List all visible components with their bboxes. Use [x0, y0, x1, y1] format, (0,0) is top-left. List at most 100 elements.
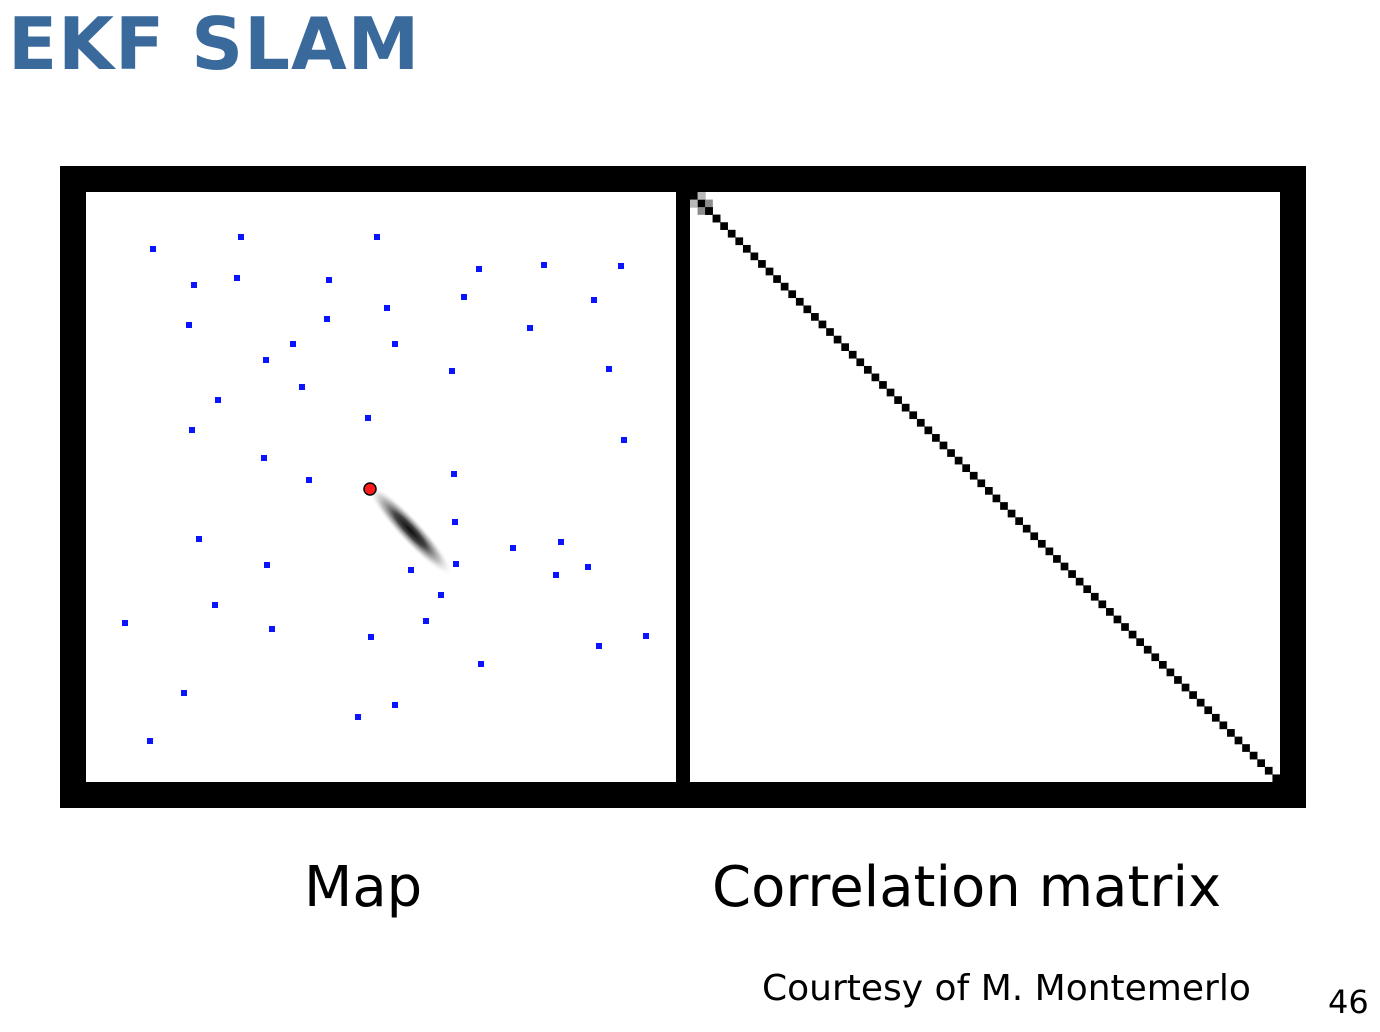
matrix-diagonal-cell-52	[1075, 577, 1084, 586]
landmark-point-36	[553, 572, 559, 578]
landmark-point-15	[527, 325, 533, 331]
map-panel	[86, 192, 676, 782]
matrix-diagonal-cell-24	[863, 365, 872, 374]
matrix-diagonal-cell-76	[1257, 759, 1266, 768]
landmark-point-20	[606, 366, 612, 372]
matrix-diagonal-cell-8	[742, 244, 751, 253]
matrix-diagonal-cell-39	[977, 479, 986, 488]
map-plot	[122, 234, 649, 744]
landmark-point-40	[122, 620, 128, 626]
matrix-diagonal-cell-54	[1090, 592, 1099, 601]
landmark-point-47	[181, 690, 187, 696]
matrix-diagonal-cell-47	[1037, 539, 1046, 548]
matrix-corner-cell-6	[705, 207, 713, 215]
landmark-point-43	[368, 634, 374, 640]
matrix-diagonal-cell-46	[1030, 532, 1039, 541]
matrix-diagonal-cell-43	[1007, 509, 1016, 518]
matrix-diagonal-cell-20	[833, 335, 842, 344]
matrix-diagonal-cell-28	[894, 396, 902, 404]
matrix-diagonal-cell-75	[1249, 751, 1258, 760]
matrix-diagonal-cell-25	[871, 373, 880, 382]
matrix-diagonal-cell-57	[1113, 615, 1122, 624]
landmark-point-25	[621, 437, 627, 443]
matrix-diagonal-cell-14	[788, 290, 797, 299]
matrix-diagonal-cell-73	[1234, 736, 1243, 745]
landmark-point-4	[191, 282, 197, 288]
landmark-point-38	[212, 602, 218, 608]
landmark-point-11	[461, 294, 467, 300]
landmark-point-17	[392, 341, 398, 347]
landmark-point-42	[423, 618, 429, 624]
matrix-diagonal-cell-72	[1227, 729, 1235, 737]
matrix-caption: Correlation matrix	[712, 855, 1222, 920]
landmark-point-41	[269, 626, 275, 632]
landmark-point-30	[196, 536, 202, 542]
matrix-diagonal-cell-70	[1211, 713, 1220, 722]
matrix-diagonal-cell-15	[795, 297, 804, 306]
landmark-point-23	[365, 415, 371, 421]
landmark-point-48	[392, 702, 398, 708]
matrix-diagonal-cell-44	[1015, 517, 1023, 525]
matrix-corner-cell-2	[697, 192, 706, 200]
matrix-diagonal-cell-10	[758, 260, 766, 268]
landmark-point-45	[596, 643, 602, 649]
landmark-point-19	[449, 368, 455, 374]
landmark-point-13	[186, 322, 192, 328]
matrix-diagonal-cell-59	[1128, 630, 1137, 639]
page-number: 46	[1328, 983, 1369, 1021]
landmark-point-6	[326, 277, 332, 283]
matrix-diagonal-cell-23	[856, 358, 865, 367]
matrix-diagonal-cell-21	[841, 343, 849, 351]
landmark-point-5	[234, 275, 240, 281]
matrix-diagonal-cell-66	[1181, 683, 1190, 692]
landmark-point-3	[374, 234, 380, 240]
matrix-diagonal-cell-61	[1143, 645, 1152, 654]
landmark-point-8	[541, 262, 547, 268]
landmark-point-10	[384, 305, 390, 311]
matrix-diagonal-cell-36	[954, 456, 963, 465]
landmark-point-16	[290, 341, 296, 347]
matrix-diagonal-cell-11	[765, 267, 774, 276]
correlation-matrix-panel	[690, 192, 1280, 782]
matrix-diagonal-cell-58	[1121, 623, 1129, 631]
robot-position	[363, 482, 377, 496]
uncertainty-ellipse	[366, 483, 454, 577]
matrix-diagonal-cell-45	[1022, 524, 1031, 533]
matrix-diagonal-cell-64	[1166, 668, 1175, 677]
matrix-diagonal-cell-49	[1053, 555, 1061, 563]
landmark-point-21	[299, 384, 305, 390]
landmark-point-33	[264, 562, 270, 568]
correlation-matrix	[690, 192, 1280, 782]
map-caption: Map	[304, 855, 423, 920]
matrix-diagonal-cell-9	[750, 252, 759, 261]
matrix-diagonal-cell-31	[916, 418, 925, 427]
slide-title: EKF SLAM	[8, 2, 421, 86]
landmark-point-32	[510, 545, 516, 551]
matrix-diagonal-cell-34	[939, 441, 948, 450]
matrix-diagonal-cell-56	[1106, 608, 1114, 616]
matrix-diagonal-cell-37	[962, 464, 971, 473]
landmark-point-31	[558, 539, 564, 545]
matrix-diagonal-cell-53	[1083, 585, 1092, 594]
landmark-point-44	[643, 633, 649, 639]
courtesy-note: Courtesy of M. Montemerlo	[762, 968, 1251, 1009]
matrix-diagonal-cell-78	[1272, 774, 1280, 782]
matrix-diagonal-cell-50	[1060, 562, 1069, 571]
matrix-diagonal-cell-16	[803, 305, 812, 314]
matrix-diagonal-cell-55	[1098, 600, 1107, 609]
landmark-point-50	[147, 738, 153, 744]
landmark-point-12	[591, 297, 597, 303]
landmark-point-18	[263, 357, 269, 363]
matrix-diagonal-cell-60	[1136, 638, 1144, 646]
landmark-point-29	[452, 519, 458, 525]
landmark-point-46	[478, 661, 484, 667]
matrix-diagonal-cell-13	[780, 282, 789, 291]
matrix-diagonal-cell-65	[1174, 676, 1182, 684]
landmark-point-22	[215, 397, 221, 403]
matrix-diagonal-cell-26	[879, 381, 887, 389]
matrix-diagonal-cell-63	[1158, 660, 1167, 669]
landmark-point-9	[618, 263, 624, 269]
landmark-point-14	[324, 316, 330, 322]
matrix-diagonal-cell-12	[773, 275, 781, 283]
matrix-diagonal-cell-62	[1151, 653, 1160, 662]
